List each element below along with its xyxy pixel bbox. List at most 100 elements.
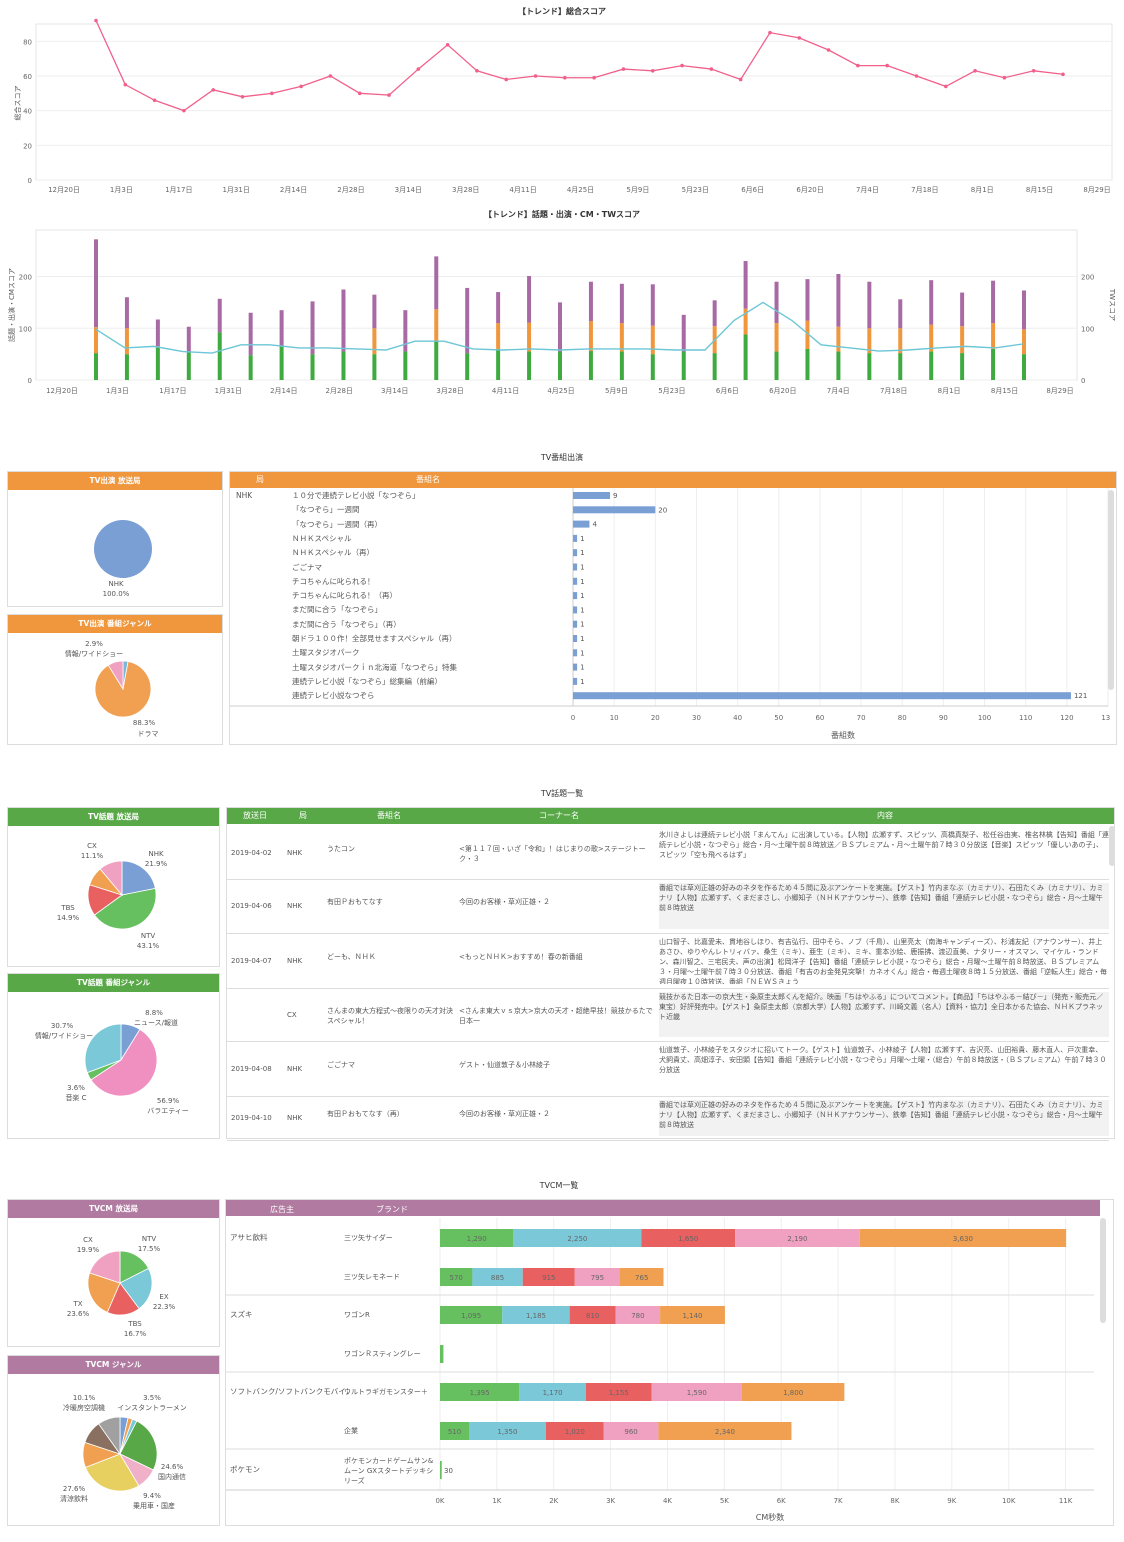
appear-bar-chart: 0102030405060708090100110120130 92041111… [230,488,1110,740]
topic-program: どーも、ＮＨＫ [327,952,376,961]
x-tick-label: 7月4日 [856,186,879,194]
x-tick-label: 40 [733,714,742,722]
cm-scrollbar[interactable] [1100,1218,1106,1323]
y-tick-label: 0 [28,177,32,185]
total-score-chart: 【トレンド】総合スコア 総合スコア 0 20 40 60 80 12月20日 1月3日 1月… [13,6,1113,194]
appear-station-header: TV出演 放送局 [8,472,222,490]
appear-scrollbar[interactable] [1108,490,1114,690]
cm-bar-label: 765 [635,1274,648,1282]
total-score-point [123,82,128,87]
pie-label-ntv2: NTV [142,1235,157,1243]
stack-bar-segment [743,334,748,380]
x-tick-label: 50 [774,714,783,722]
cm-bar-segment [472,1268,523,1286]
stack-bar-segment [1022,354,1026,380]
cm-bar-segment [741,1383,845,1401]
cm-bar-segment [615,1306,661,1324]
stack-bar-segment [94,327,98,354]
appear-bar-label: 1 [580,664,584,672]
pie-slice [89,1250,121,1284]
appear-program-name: チコちゃんに叱られる！（再） [292,591,397,601]
appear-bar-label: 1 [580,635,584,643]
cm-bar-segment [440,1268,473,1286]
cm-bar-segment [660,1306,725,1324]
stack-bar-segment [372,294,377,329]
pie-label-nhk: NHK [108,580,124,588]
total-score-point [211,88,216,92]
pie-label-ramen: インスタントラーメン [117,1403,187,1412]
x-tick-label: 60 [815,714,824,722]
stack-bar-segment [217,332,222,380]
pie-pct-music: 3.6% [67,1084,85,1092]
stack-bar-segment [960,353,965,380]
tw-score-line [95,301,1025,354]
appear-bar [573,663,578,671]
total-score-line [95,20,1064,112]
y-tick-label: 80 [23,38,32,46]
appear-bar-label: 1 [580,606,584,614]
stack-bar-segment [650,325,655,355]
stack-bar-segment [403,351,408,380]
appear-bar [573,635,578,642]
topic-date: 2019-04-02 [231,848,272,857]
topic-station-panel: TV話題 放送局 NHK 21.9% NTV 43.1% TBS 14.9% C… [7,807,220,967]
stack-bar-segment [124,297,129,329]
stack-bar-segment [867,281,872,329]
stack-bar-segment [681,351,686,380]
topic-date: 2019-04-06 [231,902,272,910]
stack-bar-segment [960,292,965,327]
cm-brand: ワゴンR [344,1311,370,1319]
total-score-point [152,98,157,103]
stack-score-chart: 【トレンド】話題・出演・CM・TWスコア 話題・出演・CMスコア TWスコア 0… [7,209,1116,395]
appear-program-name: 連続テレビ小説なつぞら [292,691,375,701]
x-tick-label: 3月28日 [452,186,479,194]
y2-tick-label: 200 [1081,274,1094,282]
topic-scrollbar[interactable] [1109,826,1115,866]
total-score-point [1031,69,1036,73]
total-score-point [240,95,245,99]
stack-bar-segment [1022,329,1026,355]
pie-label-car: 乗用車・国産 [133,1501,175,1510]
appear-program-name: まだ間に合う「なつぞら」（再） [292,619,401,629]
appear-bar [573,563,578,571]
appear-bar [573,577,578,585]
appear-bar-label: 1 [580,535,584,543]
total-score-point [1002,75,1007,80]
pie-label-music: 音楽 C [65,1093,86,1102]
pie-slice [94,520,152,578]
stack-bar-segment [248,312,253,356]
cm-brand: 三ツ矢サイダー [344,1234,393,1242]
pie-label-aircon: 冷暖房空調機 [63,1403,105,1412]
cm-bar-label: 1,395 [470,1389,490,1397]
topic-content: 番組では草刈正雄の好みのネタを作るため４５問に及ぶアンケートを実施。【ゲスト】竹… [659,883,1109,929]
pie-label-telecom: 国内通信 [158,1472,186,1481]
x-tick-label: 4月11日 [509,186,536,194]
appear-bar [573,492,611,499]
appear-bar-label: 121 [1074,692,1087,700]
stack-bar-segment [929,324,934,352]
x-tick-label: 100 [978,714,991,722]
total-score-ylabel: 総合スコア [13,86,22,121]
appear-bar [573,549,578,557]
pie-label-tbs2: TBS [127,1320,142,1328]
pie-slice [121,860,156,896]
cm-advertiser: アサヒ飲料 [230,1233,268,1242]
topic-corner: ゲスト・仙道敦子＆小林綾子 [459,1060,550,1069]
total-score-point [445,43,450,47]
pie-label-news: ニュース/報道 [134,1018,178,1027]
topic-program: うたコン [327,844,355,853]
x-tick-label: 10 [610,714,619,722]
stack-bar-segment [588,351,593,380]
appear-program-name: 連続テレビ小説「なつぞら」総集編（前編） [292,676,442,686]
cm-advertiser: ポケモン [230,1465,260,1474]
stack-bar-segment [279,310,284,347]
pie-pct-variety: 56.9% [157,1097,180,1105]
pie-pct-ntv: 43.1% [137,942,160,950]
stack-bar-segment [465,353,470,380]
appear-station-cell: NHK [236,491,253,500]
stack-bar-segment [155,346,160,380]
stack-bar-segment [836,351,841,380]
stack-bar-segment [867,328,872,354]
topic-genre-pie: 8.8% ニュース/報道 56.9% バラエティー 3.6% 音楽 C 30.7… [35,1009,189,1115]
pie-label-variety: バラエティー [147,1107,189,1115]
